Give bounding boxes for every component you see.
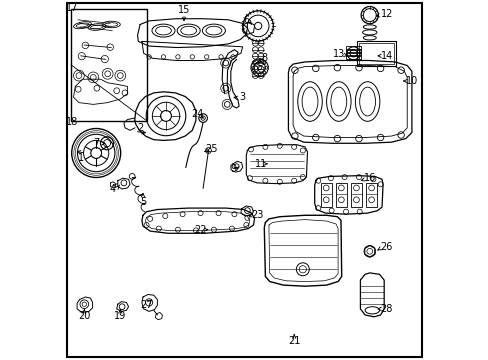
Text: 27: 27 bbox=[140, 300, 153, 310]
Bar bbox=[356, 41, 396, 66]
Bar bbox=[350, 183, 361, 207]
Text: 25: 25 bbox=[204, 144, 217, 154]
Text: 22: 22 bbox=[194, 225, 206, 235]
Bar bbox=[71, 9, 146, 121]
Text: 2: 2 bbox=[137, 123, 143, 133]
Text: 9: 9 bbox=[229, 164, 236, 174]
Bar bbox=[320, 183, 331, 207]
Text: 26: 26 bbox=[380, 242, 392, 252]
Text: 12: 12 bbox=[380, 9, 392, 19]
Text: 19: 19 bbox=[114, 311, 126, 321]
Text: 4: 4 bbox=[110, 184, 116, 194]
Text: 23: 23 bbox=[250, 210, 263, 220]
Text: 5: 5 bbox=[140, 197, 146, 207]
Bar bbox=[346, 49, 361, 53]
Bar bbox=[346, 46, 361, 50]
Text: 10: 10 bbox=[405, 76, 417, 86]
Text: 28: 28 bbox=[380, 304, 392, 314]
Text: 1: 1 bbox=[78, 153, 83, 163]
Text: 21: 21 bbox=[287, 336, 300, 346]
Bar bbox=[366, 183, 376, 207]
Text: 11: 11 bbox=[254, 159, 266, 169]
Text: 3: 3 bbox=[239, 92, 245, 102]
Text: 18: 18 bbox=[66, 117, 79, 127]
Text: 13: 13 bbox=[332, 49, 344, 59]
Bar bbox=[346, 55, 361, 59]
Text: 6: 6 bbox=[243, 15, 249, 25]
Text: 16: 16 bbox=[363, 173, 375, 183]
Text: 17: 17 bbox=[66, 3, 79, 13]
Text: 24: 24 bbox=[190, 109, 203, 120]
Bar bbox=[335, 183, 346, 207]
Bar bbox=[346, 52, 361, 56]
Text: 15: 15 bbox=[178, 5, 190, 15]
Text: 20: 20 bbox=[78, 311, 90, 321]
Text: 7: 7 bbox=[93, 138, 99, 148]
Text: 14: 14 bbox=[380, 51, 392, 61]
Bar bbox=[358, 43, 393, 64]
Text: 8: 8 bbox=[261, 53, 267, 63]
